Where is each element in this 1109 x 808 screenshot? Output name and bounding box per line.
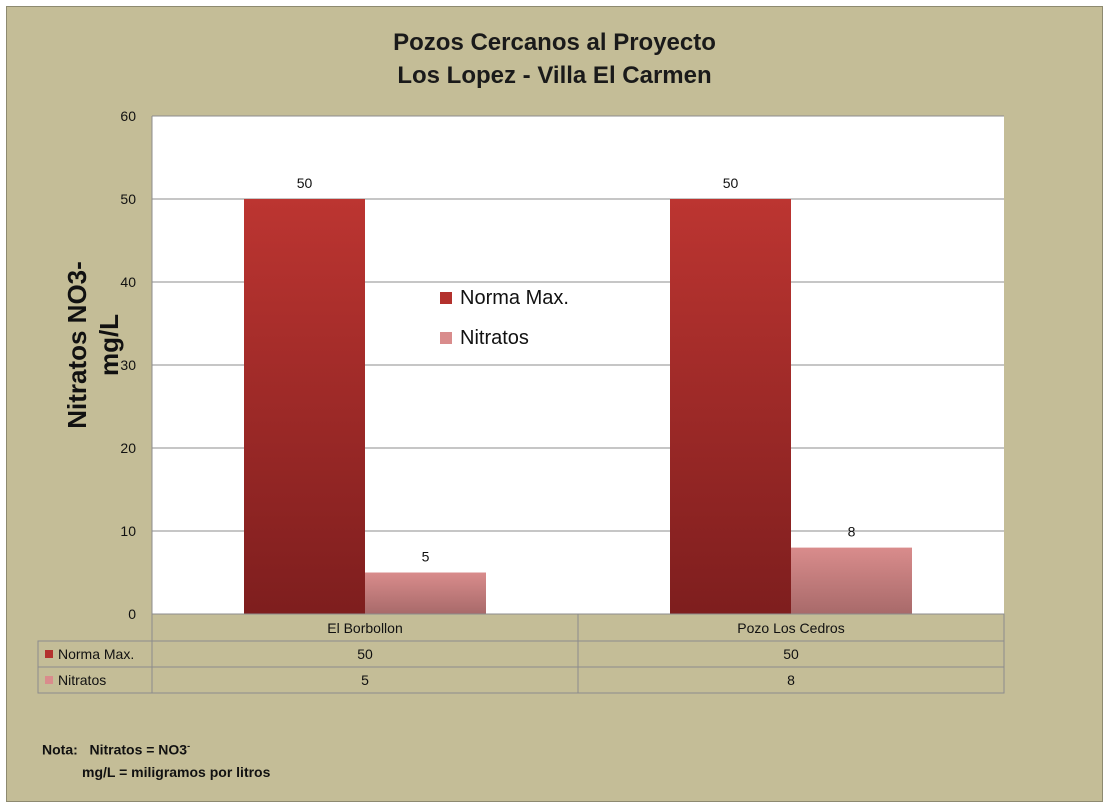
y-axis-label-line1: Nitratos NO3-	[62, 261, 92, 429]
note-line1-superscript: -	[187, 741, 191, 751]
chart-area	[6, 6, 1103, 802]
chart-title-line2: Los Lopez - Villa El Carmen	[397, 62, 712, 89]
note-label: Nota:	[42, 741, 78, 758]
note-line2: mg/L = miligramos por litros	[82, 763, 271, 780]
footnote: Nota: Nitratos = NO3- mg/L = miligramos …	[42, 735, 270, 783]
chart-title-line1: Pozos Cercanos al Proyecto	[393, 29, 716, 56]
y-axis-label: Nitratos NO3- mg/L	[62, 261, 124, 429]
note-line1: Nitratos = NO3	[89, 741, 188, 758]
y-axis-label-line2: mg/L	[94, 314, 124, 376]
chart-title: Pozos Cercanos al Proyecto Los Lopez - V…	[0, 26, 1109, 92]
